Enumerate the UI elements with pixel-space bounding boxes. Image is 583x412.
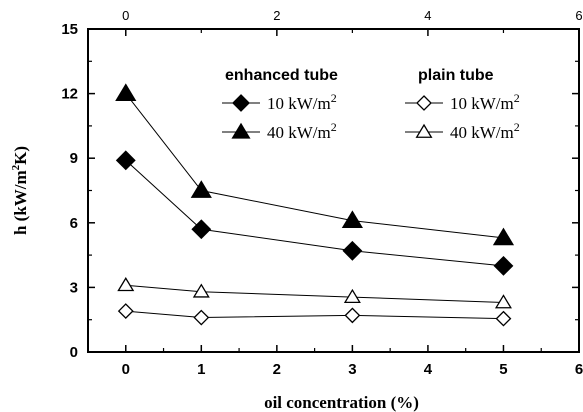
y-tick-label: 0 (70, 344, 78, 361)
series-line (125, 159, 504, 267)
data-point (343, 288, 361, 303)
data-point (115, 83, 137, 101)
legend-entry-label: 10 kW/m2 (267, 91, 337, 113)
legend-marker (415, 123, 433, 138)
x-axis-title: oil concentration (%) (264, 393, 419, 412)
data-point (344, 307, 361, 324)
legend-entry-label: 40 kW/m2 (267, 120, 337, 142)
series-1 (115, 83, 515, 246)
legend-marker (416, 95, 432, 111)
y-axis-title: h (kW/m2K) (10, 146, 30, 235)
x-tick-label: 2 (273, 361, 281, 378)
legend-entry-text: 40 kW/m (450, 123, 514, 142)
data-point (341, 210, 363, 229)
y-tick-label: 6 (70, 215, 78, 232)
x-top-tick-label: 2 (273, 8, 280, 23)
x-tick-label: 3 (348, 361, 356, 378)
legend-entry-text: 10 kW/m (450, 94, 514, 113)
legend-entry-sup: 2 (514, 91, 520, 105)
legend-entry-sup: 2 (514, 120, 520, 134)
legend-entry-label: 40 kW/m2 (450, 120, 520, 142)
data-point (193, 309, 210, 326)
legend-entry-text: 10 kW/m (267, 94, 331, 113)
y-tick-label: 12 (61, 86, 78, 103)
legend-marker (232, 94, 250, 112)
legend-entry-text: 40 kW/m (267, 123, 331, 142)
series-0 (115, 150, 514, 276)
x-tick-label: 6 (575, 361, 583, 378)
data-point (492, 227, 515, 246)
series-line (125, 93, 504, 239)
x-top-ticks: 0 2 4 6 (122, 8, 583, 36)
y-tick-label: 9 (70, 150, 78, 167)
legend-entry-sup: 2 (331, 91, 337, 105)
data-point (190, 180, 212, 198)
x-top-tick-label: 6 (575, 8, 582, 23)
series-line (125, 284, 504, 303)
y-axis-title-main: h (kW/m (11, 170, 30, 235)
data-point (493, 255, 514, 276)
data-point (115, 150, 136, 171)
x-tick-label: 5 (499, 361, 507, 378)
y-axis-title-end: K) (11, 146, 30, 165)
legend-entry-label: 10 kW/m2 (450, 91, 520, 113)
series-3 (117, 276, 512, 309)
data-point (117, 276, 135, 292)
data-point (495, 310, 512, 327)
series-line (125, 310, 504, 320)
legend-heading: plain tube (418, 67, 494, 84)
y-tick-label: 3 (70, 279, 78, 296)
data-point (192, 283, 210, 298)
legend-marker (231, 122, 251, 139)
data-point (342, 240, 363, 261)
data-point (494, 294, 512, 309)
y-tick-label: 15 (61, 21, 78, 38)
series-2 (117, 303, 512, 327)
x-top-tick-label: 0 (122, 8, 129, 23)
x-ticks: 0 2 4 6 1 3 5 (87, 345, 583, 378)
x-tick-label: 4 (424, 361, 433, 378)
data-point (191, 219, 212, 240)
y-ticks: 0 3 6 9 12 15 (61, 21, 579, 361)
x-tick-label: 0 (122, 361, 130, 378)
legend-heading: enhanced tube (225, 67, 338, 84)
x-top-tick-label: 4 (424, 8, 431, 23)
data-point (117, 303, 134, 320)
x-tick-label: 1 (197, 361, 205, 378)
y-axis-title-sup: 2 (10, 164, 22, 170)
legend-entry-sup: 2 (331, 120, 337, 134)
